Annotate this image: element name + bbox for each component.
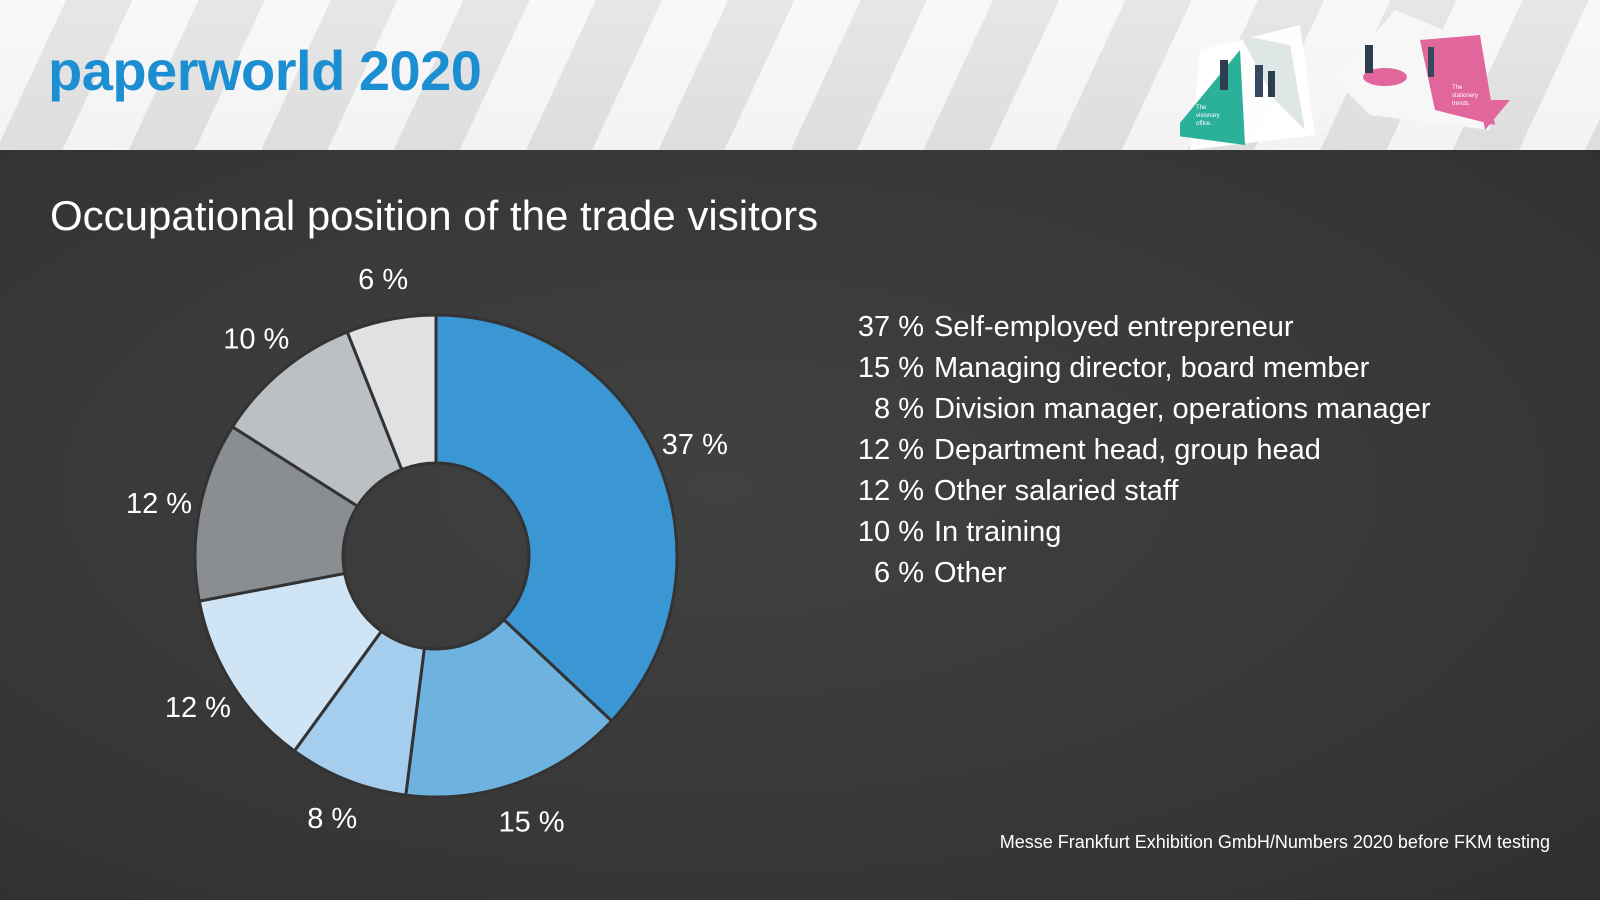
legend-item: 37 % Self-employed entrepreneur [832, 307, 1431, 348]
donut-slice [197, 571, 384, 754]
header-pattern [0, 0, 1600, 150]
brand-logo: paperworld 2020 [48, 38, 482, 103]
chart-legend: 37 % Self-employed entrepreneur 15 % Man… [832, 307, 1431, 594]
legend-item: 8 % Division manager, operations manager [832, 389, 1431, 430]
legend-percent: 12 % [857, 475, 924, 507]
legend-label: Division manager, operations manager [934, 393, 1431, 425]
legend-percent: 6 % [874, 557, 924, 589]
header-banner: paperworld 2020 The visionary office. The… [0, 0, 1600, 150]
donut-slice [193, 424, 360, 603]
person-figure-3 [1268, 71, 1275, 97]
legend-label: Department head, group head [934, 434, 1321, 466]
legend-item: 12 % Other salaried staff [832, 471, 1431, 512]
donut-slice [404, 617, 614, 799]
brand-year: 2020 [358, 39, 482, 102]
slice-percent-label: 12 % [165, 692, 231, 724]
green-triangle-shape [1180, 50, 1245, 145]
legend-item: 12 % Department head, group head [832, 430, 1431, 471]
donut-slice [434, 313, 679, 724]
slice-percent-label: 8 % [307, 803, 357, 835]
chart-title: Occupational position of the trade visit… [50, 192, 819, 239]
donut-slice [345, 313, 438, 472]
legend-label: Other [934, 557, 1007, 589]
legend-percent: 10 % [857, 516, 924, 548]
slice-percent-label: 6 % [358, 264, 408, 296]
legend-item: 6 % Other [832, 553, 1431, 594]
art-caption-right-2: stationery [1452, 93, 1478, 99]
legend-label: Other salaried staff [934, 475, 1179, 507]
legend-label: Managing director, board member [934, 352, 1370, 384]
pink-sofa-shape [1363, 68, 1407, 86]
slice-percent-label: 10 % [223, 324, 289, 356]
legend-item: 10 % In training [832, 512, 1431, 553]
legend-label: In training [934, 516, 1062, 548]
person-figure-4 [1365, 45, 1373, 73]
legend-item: 15 % Managing director, board member [832, 348, 1431, 389]
slice-percent-label: 12 % [126, 488, 192, 520]
art-caption-right-3: trends. [1452, 101, 1471, 107]
header-illustration: The visionary office. The stationery tre… [1180, 10, 1510, 150]
person-figure-2 [1255, 65, 1263, 97]
pink-panel-shape [1420, 35, 1495, 125]
legend-label: Self-employed entrepreneur [934, 311, 1294, 343]
legend-percent: 12 % [857, 434, 924, 466]
art-caption-left-2: visionary [1196, 113, 1220, 119]
slice-percent-label: 15 % [498, 806, 564, 838]
person-figure-1 [1220, 60, 1228, 90]
slice-percent-label: 37 % [662, 429, 728, 461]
person-figure-5 [1428, 47, 1434, 77]
art-caption-right-1: The [1452, 85, 1463, 91]
legend-percent: 37 % [857, 311, 924, 343]
pink-triangle-shape [1480, 100, 1510, 130]
brand-name: paperworld [48, 39, 345, 102]
source-note: Messe Frankfurt Exhibition GmbH/Numbers … [999, 832, 1550, 852]
art-caption-left-1: The [1196, 105, 1207, 111]
legend-percent: 8 % [874, 393, 924, 425]
legend-percent: 15 % [857, 352, 924, 384]
donut-chart: 37 % 15 % 8 % 12 % 12 % 10 % 6 % [126, 264, 728, 838]
art-caption-left-3: office. [1196, 121, 1212, 127]
